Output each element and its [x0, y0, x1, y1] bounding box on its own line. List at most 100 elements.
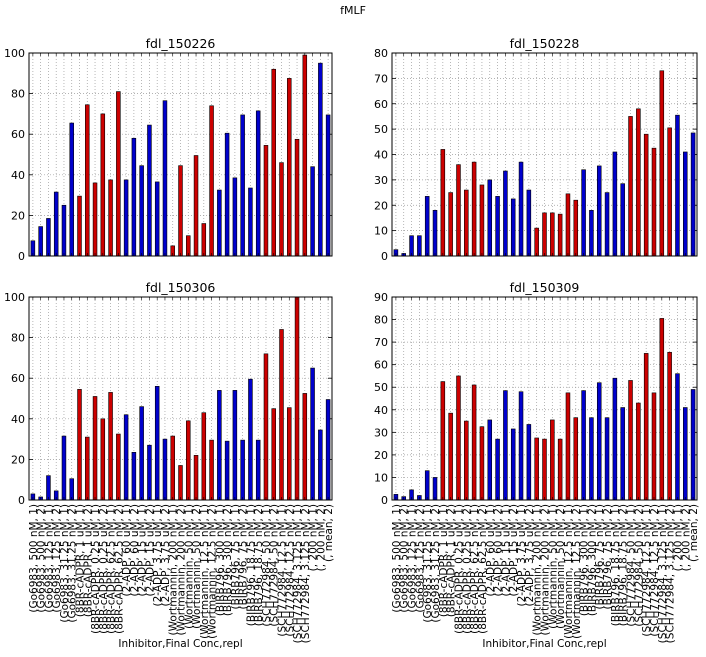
x-tick-label: (8BR-cADPR, 0.25 uM, 1) — [90, 504, 102, 634]
bar — [271, 408, 276, 501]
bar — [683, 407, 688, 501]
axes-frame — [28, 52, 333, 257]
x-tick-label: (, 200 nM, 1) — [308, 504, 320, 571]
bar — [589, 210, 594, 257]
bar — [620, 183, 625, 257]
subplot-title: fdl_150306 — [146, 280, 216, 295]
x-tick-label: (BIRB796, 75 nM, 1) — [594, 504, 606, 609]
bar — [667, 127, 672, 257]
x-tick-label: (Go6983, 31.25 nM, 2) — [430, 504, 442, 623]
bar — [518, 391, 524, 501]
bar — [651, 147, 657, 257]
x-tick-label: (2-ADP, 15 uM, 1) — [137, 504, 149, 596]
x-tick-label: (Wortmannin, 50 nM, 1) — [547, 504, 559, 629]
x-tick-label: (BIRB796, 75 nM, 2) — [602, 504, 614, 609]
x-tick-label: (BIRB796, 75 nM, 1) — [230, 504, 242, 609]
bar — [232, 390, 238, 501]
x-tick-label: (Wortmannin, 50 nM, 2) — [555, 504, 567, 629]
x-tick-label: (2-ADP, 15 uM, 2) — [144, 504, 156, 596]
bar — [123, 179, 129, 257]
bar — [667, 351, 672, 501]
bar — [139, 406, 144, 501]
bar — [636, 108, 641, 257]
bar — [139, 165, 144, 257]
bar — [131, 137, 137, 257]
x-tick-label: (BIRB796, 300 nM, 1) — [579, 504, 591, 616]
bar — [557, 213, 563, 257]
bar — [596, 382, 602, 501]
bar — [690, 132, 696, 257]
y-tick-label: 90 — [374, 291, 388, 304]
x-tick-label: (, 200 nM, 2) — [680, 504, 692, 571]
x-tick-label: (Go6983, 31.25 nM, 1) — [59, 504, 71, 623]
bar — [424, 196, 430, 257]
bar — [310, 166, 315, 257]
y-tick-label: 0 — [18, 494, 25, 507]
bar — [604, 417, 610, 501]
x-tick-label: (8BR-cADPR, 1 uM, 2) — [446, 504, 458, 617]
axes-frame — [391, 52, 698, 257]
x-tick-label: (SCH772984, 12.5 nM, 1) — [641, 504, 653, 637]
x-tick-label: (Go6983, 31.25 nM, 1) — [422, 504, 434, 623]
bar — [255, 439, 261, 501]
bar — [108, 392, 113, 501]
x-tick-label: (8BR-cADPR, 62.5 nM, 1) — [469, 504, 481, 634]
bar — [240, 114, 245, 257]
bar — [92, 182, 98, 257]
subplot-title: fdl_150309 — [510, 280, 580, 295]
bar — [154, 181, 160, 257]
y-tick-label: 100 — [4, 291, 25, 304]
x-tick-label: (2-ADP, 3.75 uM, 1) — [152, 504, 164, 607]
bar — [440, 149, 446, 257]
figure-title: fMLF — [340, 4, 366, 17]
bar — [77, 389, 82, 501]
bar — [61, 435, 67, 501]
bar — [294, 296, 300, 501]
y-tick-label: 10 — [374, 225, 388, 238]
x-tick-label: (8BR-cADPR, 1 uM, 1) — [75, 504, 87, 617]
bar — [279, 162, 284, 257]
bar — [573, 417, 579, 501]
bar — [534, 437, 539, 501]
x-tick-label: (2-ADP, 15 uM, 1) — [500, 504, 512, 596]
bar — [170, 435, 175, 501]
x-tick-label: (, 200 nM, 2) — [315, 504, 327, 571]
subplot-title: fdl_150228 — [510, 36, 580, 51]
bar — [263, 353, 269, 501]
bar — [201, 412, 207, 501]
bar — [116, 91, 121, 257]
x-tick-label: (Go6983, 125 nM, 1) — [407, 504, 419, 613]
x-axis-label: Inhibitor,Final Conc,repl — [482, 638, 606, 650]
x-tick-label: (Go6983, 125 nM, 1) — [43, 504, 55, 613]
bar — [209, 105, 214, 257]
x-tick-label: (2-ADP, 60 uM, 2) — [493, 504, 505, 596]
bar — [487, 179, 493, 257]
bar — [38, 226, 43, 257]
bar — [518, 161, 524, 257]
bar — [479, 184, 485, 257]
y-tick-label: 70 — [374, 336, 388, 349]
bar — [318, 429, 323, 501]
x-tick-label: (8BR-cADPR, 1 uM, 2) — [82, 504, 94, 617]
x-tick-label: (2-ADP, 60 uM, 2) — [129, 504, 141, 596]
bar — [53, 191, 59, 257]
y-tick-label: 80 — [11, 332, 25, 345]
x-tick-label: (BIRB796, 18.75 nM, 2) — [618, 504, 630, 626]
bar — [325, 114, 331, 257]
y-tick-label: 60 — [374, 359, 388, 372]
bar — [100, 418, 106, 501]
y-tick-label: 70 — [374, 72, 388, 85]
bar — [464, 420, 469, 501]
x-tick-label: (8BR-cADPR, 0.25 uM, 2) — [98, 504, 110, 634]
x-tick-label: (Go6983, 500 nM, 1) — [391, 504, 403, 613]
y-tick-label: 80 — [11, 88, 25, 101]
bar — [487, 419, 493, 501]
x-tick-label: (SCH772984, 50 nM, 1) — [261, 504, 273, 627]
subplot-2: 0 10 20 30 40 50 60 70 80 fdl_150228 — [374, 36, 698, 263]
bar — [659, 318, 665, 501]
bar — [495, 196, 500, 257]
bar — [69, 122, 74, 257]
bar — [471, 384, 477, 501]
bar — [310, 367, 315, 501]
